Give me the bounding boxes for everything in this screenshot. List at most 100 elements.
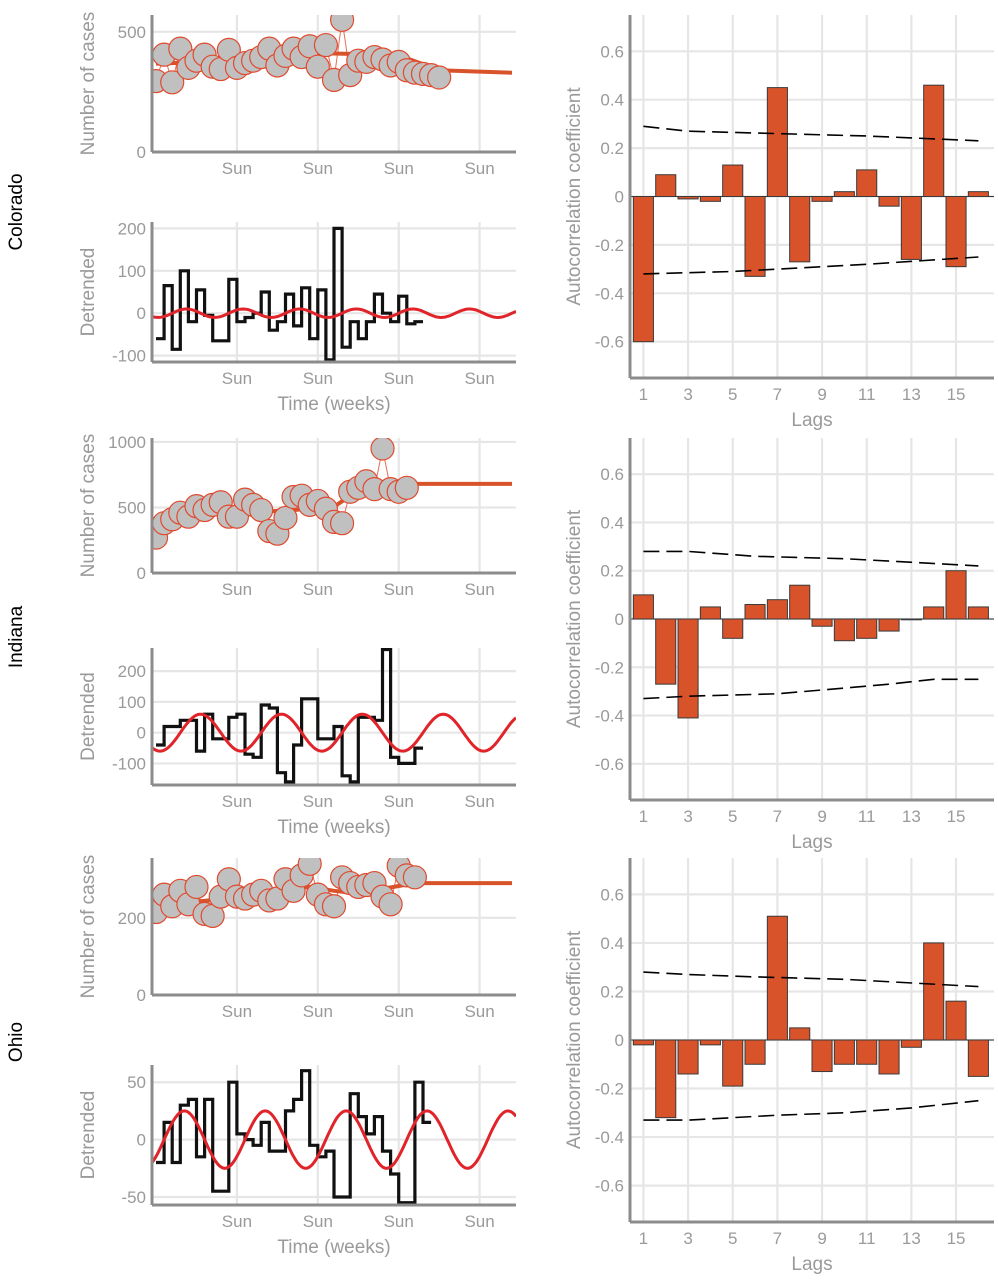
- acf-bar-lag-14: [923, 84, 945, 197]
- acf-bar-lag-7: [766, 599, 788, 620]
- x-tick-label: Sun: [384, 369, 414, 388]
- acf-bar-lag-1: [632, 594, 654, 620]
- panel-colorado-cases: 0 500 Sun Sun Sun Sun Number of cases: [78, 12, 516, 178]
- y-tick-label: 0: [137, 143, 146, 162]
- x-tick-label: Sun: [222, 159, 252, 178]
- x-tick-label: Sun: [464, 369, 494, 388]
- state-label-ohio: Ohio: [6, 1022, 27, 1062]
- x-axis-label: Lags: [791, 410, 832, 431]
- acf-bar-lag-5: [722, 618, 744, 639]
- acf-bar-lag-2: [655, 1039, 677, 1119]
- acf-bar-lag-10: [833, 1039, 855, 1065]
- x-axis-label: Lags: [791, 1254, 832, 1275]
- y-tick-label: -50: [121, 1188, 146, 1207]
- y-tick-label: -100: [112, 347, 146, 366]
- case-point-17: [273, 505, 298, 531]
- x-tick-label: 11: [858, 807, 876, 826]
- acf-bar-lag-10: [833, 618, 855, 642]
- y-tick-label: -0.6: [595, 755, 624, 774]
- acf-bar-lag-13: [900, 618, 922, 621]
- x-tick-label: 11: [858, 385, 876, 404]
- x-tick-label: Sun: [222, 792, 252, 811]
- acf-bar-lag-8: [789, 196, 811, 263]
- x-tick-label: 15: [947, 385, 966, 404]
- y-tick-label: 100: [118, 262, 146, 281]
- x-tick-label: Sun: [464, 159, 494, 178]
- acf-bar-lag-12: [878, 618, 900, 632]
- x-tick-label: Sun: [464, 580, 494, 599]
- y-tick-label: 0.2: [600, 562, 624, 581]
- x-tick-label: 1: [639, 385, 648, 404]
- y-tick-label: 0: [615, 610, 624, 629]
- x-tick-label: 9: [817, 1229, 826, 1248]
- acf-bar-lag-8: [789, 584, 811, 620]
- confidence-bound-lower: [643, 678, 979, 700]
- x-axis-label: Time (weeks): [277, 817, 390, 838]
- y-tick-label: 200: [118, 219, 146, 238]
- acf-bar-lag-11: [856, 169, 878, 198]
- case-point-29: [370, 438, 395, 461]
- acf-bar-lag-4: [699, 606, 721, 620]
- case-point-20: [297, 858, 322, 876]
- x-tick-label: Sun: [384, 792, 414, 811]
- acf-bar-lag-16: [967, 1039, 989, 1077]
- panel-ohio-detrended: -50 0 50 Sun Sun Sun Sun Detrended Time (weeks): [78, 1065, 516, 1258]
- state-label-ohio-text: Ohio: [6, 1022, 27, 1062]
- residual-step-line: [156, 648, 423, 784]
- y-axis-label: Number of cases: [78, 855, 99, 999]
- data-layer: [152, 1069, 516, 1205]
- x-tick-label: 15: [947, 1229, 966, 1248]
- x-tick-label: 3: [683, 807, 692, 826]
- residual-step-line: [156, 1069, 432, 1205]
- confidence-bound-upper: [643, 125, 979, 142]
- y-tick-label: 0.4: [600, 934, 624, 953]
- y-tick-label: 0.6: [600, 465, 624, 484]
- x-tick-label: 7: [773, 807, 782, 826]
- case-point-30: [378, 892, 403, 917]
- y-tick-label: 0.6: [600, 42, 624, 61]
- y-axis-label: Autocorrelation coefficient: [564, 87, 585, 306]
- x-tick-label: Sun: [303, 1002, 333, 1021]
- panel-indiana-detrended: -100 0 100 200 Sun Sun Sun Sun Detrended Time (we…: [78, 648, 516, 838]
- x-axis-label: Time (weeks): [277, 1237, 390, 1258]
- acf-bar-lag-15: [945, 570, 967, 620]
- acf-bar-lag-14: [923, 942, 945, 1041]
- data-layer: [152, 858, 512, 928]
- confidence-bound-lower: [643, 1099, 979, 1121]
- y-axis-label: Detrended: [78, 248, 99, 337]
- x-tick-label: Sun: [303, 369, 333, 388]
- x-tick-label: Sun: [222, 1002, 252, 1021]
- x-tick-label: 9: [817, 807, 826, 826]
- acf-bar-lag-3: [677, 1039, 699, 1075]
- x-tick-label: 3: [683, 1229, 692, 1248]
- y-axis-label: Detrended: [78, 672, 99, 761]
- x-axis-label: Lags: [791, 832, 832, 853]
- x-axis-label: Time (weeks): [277, 394, 390, 415]
- sine-fit-line: [152, 307, 516, 320]
- acf-bar-lag-4: [699, 196, 721, 202]
- acf-bar-lag-1: [632, 1039, 654, 1046]
- x-tick-label: Sun: [384, 159, 414, 178]
- confidence-bound-upper: [643, 550, 979, 567]
- acf-bar-lag-8: [789, 1027, 811, 1041]
- panel-indiana-cases: 0 500 1000 Sun Sun Sun Sun Number of cases: [78, 433, 516, 599]
- y-tick-label: 0: [615, 188, 624, 207]
- y-tick-label: 1000: [108, 433, 146, 452]
- y-tick-label: 0: [137, 304, 146, 323]
- acf-bar-lag-13: [900, 1039, 922, 1048]
- acf-bar-lag-11: [856, 618, 878, 639]
- y-tick-label: 500: [118, 23, 146, 42]
- x-tick-label: Sun: [303, 1212, 333, 1231]
- case-point-14: [249, 497, 274, 523]
- x-tick-label: Sun: [222, 369, 252, 388]
- case-point-22: [313, 32, 339, 58]
- x-tick-label: Sun: [303, 580, 333, 599]
- x-tick-label: 7: [773, 1229, 782, 1248]
- panel-colorado-detrended: -100 0 100 200 Sun Sun Sun Sun Detrended Time (we…: [78, 219, 516, 415]
- y-tick-label: -100: [112, 754, 146, 773]
- acf-bar-lag-14: [923, 606, 945, 620]
- y-tick-label: 0: [137, 986, 146, 1005]
- case-point-23: [321, 894, 347, 919]
- acf-bar-lag-6: [744, 604, 766, 620]
